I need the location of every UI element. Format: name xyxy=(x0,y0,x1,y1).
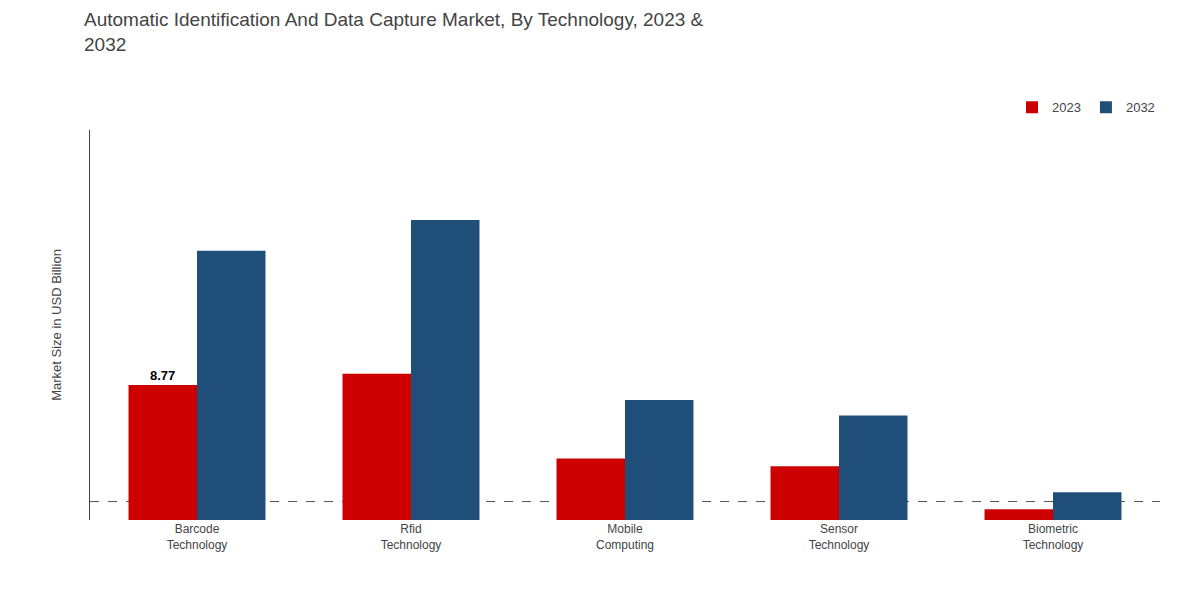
svg-text:2032: 2032 xyxy=(1126,100,1155,115)
svg-text:MobileComputing: MobileComputing xyxy=(596,522,654,552)
svg-text:Automatic Identification And D: Automatic Identification And Data Captur… xyxy=(84,9,704,55)
svg-text:BiometricTechnology: BiometricTechnology xyxy=(1023,522,1084,552)
svg-text:SensorTechnology: SensorTechnology xyxy=(809,522,870,552)
svg-text:BarcodeTechnology: BarcodeTechnology xyxy=(167,522,228,552)
svg-text:2023: 2023 xyxy=(1052,100,1081,115)
svg-text:8.77: 8.77 xyxy=(150,368,175,383)
svg-text:Market Size in USD Billion: Market Size in USD Billion xyxy=(49,249,64,401)
svg-text:RfidTechnology: RfidTechnology xyxy=(381,522,442,552)
